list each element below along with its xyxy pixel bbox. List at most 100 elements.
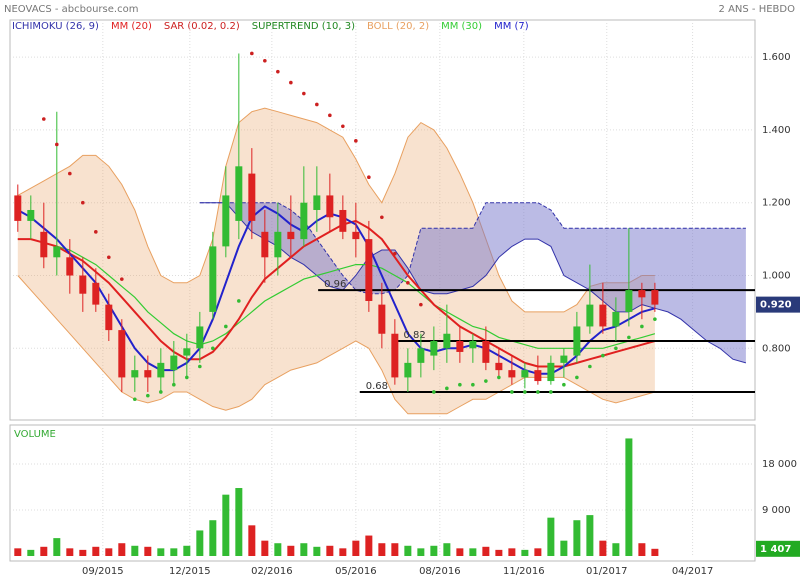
chart-title: NEOVACS - abcbourse.com [4,4,138,15]
sar-dot [458,382,462,387]
sar-dot [120,277,124,281]
volume-bar [248,525,256,556]
sar-dot [146,393,150,398]
candle-body [287,231,295,240]
sar-dot [614,346,618,351]
candle-body [365,239,373,301]
y-tick-label: 0.800 [762,343,791,354]
sar-dot [393,251,397,256]
sar-dot [224,324,228,329]
period: 2 ANS - HEBDO [719,4,796,15]
candle-body [638,290,646,298]
x-tick-label: 05/2016 [335,566,377,577]
candle-body [495,362,503,371]
candle-body [196,326,204,349]
legend-entry: BOLL (20, 2) [367,21,429,32]
volume-label: VOLUME [14,429,56,440]
legend-entry: SAR (0.02, 0.2) [164,21,240,32]
y-tick-label: 1.600 [762,52,791,63]
sar-dot [419,302,423,307]
candle-body [66,257,74,276]
volume-bar [443,543,451,556]
sar-dot [432,390,436,394]
legend-entry: MM (7) [494,21,529,32]
candle-body [209,246,217,312]
sar-dot [341,124,345,129]
candle-body [300,202,308,240]
sar-dot [328,113,332,118]
volume-tag-label: 1 407 [760,544,791,555]
sar-dot [367,175,371,180]
volume-bar [638,543,646,556]
volume-bar [183,545,191,556]
candle-body [261,231,269,258]
candle-body [612,311,620,327]
sar-dot [497,375,501,380]
volume-bar [352,540,360,556]
sar-dot [68,171,72,176]
sar-dot [42,117,46,121]
volume-bar [53,538,61,556]
sar-dot [198,364,202,369]
sar-dot [354,139,358,143]
sar-dot [380,215,384,220]
ichimoku-cloud [199,202,746,363]
moving-average [17,238,656,349]
candle-body [391,333,399,378]
candle-body [144,370,152,378]
sar-dot [549,390,553,394]
price-tag [756,296,800,313]
volume-bar [482,546,490,556]
candle-body [27,209,35,221]
legend-entry: SUPERTREND (10, 3) [252,21,355,32]
sar-dot [133,397,137,402]
volume-bar [430,545,438,556]
sar-dot [107,255,111,260]
x-tick-label: 12/2015 [169,566,211,577]
candle-body [222,195,230,247]
volume-bar [547,517,555,556]
sar-dot [536,390,540,394]
candle-body [456,341,464,352]
volume-bar [534,548,542,556]
candle-body [625,290,633,312]
candle-body [651,290,659,305]
sar-dot [263,58,267,63]
sar-dot [302,91,306,96]
volume-bar [66,548,74,556]
candle-body [339,209,347,232]
bollinger-fill [17,108,655,414]
volume-bar [235,488,243,556]
volume-bar [404,545,412,556]
volume-bar [27,549,35,556]
candle-body [274,231,282,258]
level-label: 0.68 [366,381,388,392]
sar-dot [627,335,631,340]
volume-bar [274,543,282,556]
volume-bar [170,548,178,556]
volume-bar [456,548,464,556]
candle-body [430,341,438,356]
volume-tag [756,540,800,557]
sar-dot [653,317,657,321]
sar-dot [94,230,98,234]
volume-bar [313,546,321,556]
candle-body [521,370,529,378]
candle-body [352,231,360,240]
sar-dot [471,382,475,387]
volume-bar [495,549,503,556]
x-tick-label: 11/2016 [503,566,545,577]
volume-bar [261,540,269,556]
x-tick-label: 04/2017 [672,566,714,577]
candle-body [157,362,165,378]
volume-panel [9,424,756,562]
legend-entry: ICHIMOKU (26, 9) [12,21,99,32]
sar-dot [640,324,644,329]
volume-bar [300,543,308,556]
candle-body [105,304,113,331]
legend-entry: MM (30) [441,21,482,32]
volume-bar [105,548,113,556]
candle-body [534,370,542,382]
volume-bar [378,543,386,556]
